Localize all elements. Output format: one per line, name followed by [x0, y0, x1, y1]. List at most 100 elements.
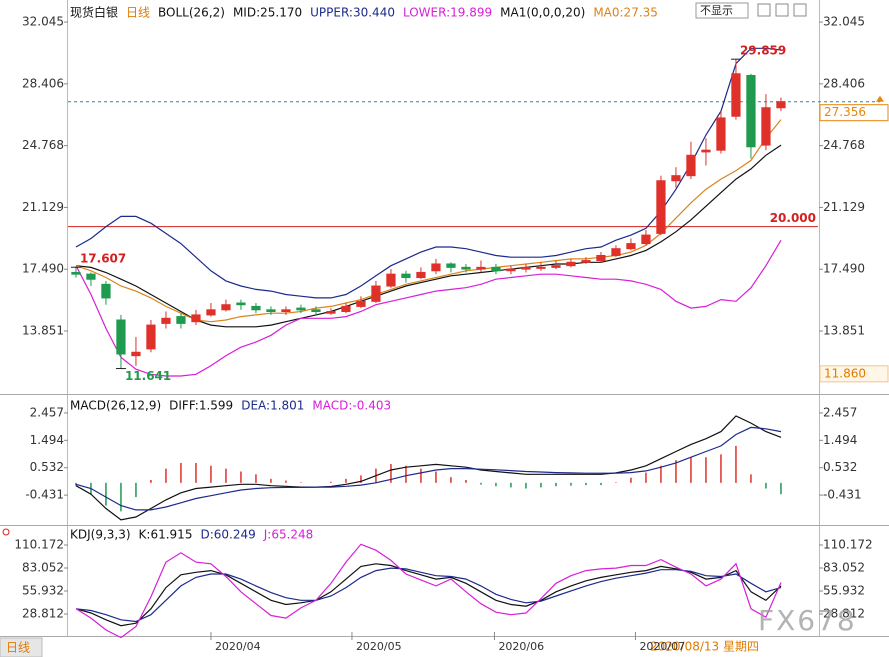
chart-title: 现货白银 — [70, 5, 118, 20]
candle-body — [761, 107, 771, 146]
indicator-label: KDJ(9,3,3) — [70, 528, 131, 542]
candle-body — [386, 273, 396, 287]
legend-entry: UPPER:30.440 — [310, 6, 395, 20]
indicator-label: BOLL(26,2) — [158, 6, 225, 20]
series-line — [75, 563, 782, 627]
candle-body — [101, 283, 111, 299]
legend-entry: DIFF:1.599 — [169, 399, 233, 413]
candle-body — [716, 117, 726, 151]
y-tick-label-right: 0.532 — [823, 460, 857, 474]
y-tick-label-right: 21.129 — [823, 200, 865, 214]
kdj-icon — [2, 528, 10, 536]
candle-body — [416, 271, 426, 279]
y-tick-label: 1.494 — [30, 433, 64, 447]
candle-body — [206, 309, 216, 316]
y-tick-label-right: 32.045 — [823, 15, 865, 29]
display-toggle[interactable] — [695, 2, 749, 19]
series-line — [75, 567, 782, 623]
y-tick-label-right: 110.172 — [823, 538, 873, 552]
toolbar-icon[interactable] — [793, 3, 807, 17]
lower-label-box — [819, 365, 889, 383]
extreme-label: 29.859 — [740, 44, 786, 58]
candle-body — [566, 261, 576, 267]
y-tick-label: 83.052 — [22, 561, 64, 575]
series-line — [75, 426, 782, 511]
display-toggle-label[interactable]: 不显示 — [700, 4, 733, 17]
extreme-label: 17.607 — [80, 252, 126, 266]
y-tick-label-right: 1.494 — [823, 433, 857, 447]
period-button-label[interactable]: 日线 — [6, 641, 30, 655]
x-tick-label: 2020/07 — [639, 640, 685, 653]
y-tick-label: 28.406 — [22, 76, 64, 90]
x-tick-label: 2020/04 — [215, 640, 261, 653]
y-tick-label-right: 13.851 — [823, 324, 865, 338]
candle-body — [131, 351, 141, 357]
candle-body — [356, 300, 366, 307]
candle-body — [341, 305, 351, 313]
legend-entry: MID:25.170 — [233, 6, 302, 20]
candle-body — [671, 175, 681, 182]
legend-entry: MACD:-0.403 — [312, 399, 391, 413]
series-line — [75, 543, 782, 639]
y-tick-label: 21.129 — [22, 200, 64, 214]
candle-body — [311, 309, 321, 313]
y-tick-label: 32.045 — [22, 15, 64, 29]
legend-entry: LOWER:19.899 — [403, 6, 492, 20]
legend-entry: DEA:1.801 — [241, 399, 304, 413]
period-button[interactable] — [0, 637, 43, 657]
candle-body — [431, 263, 441, 272]
candle-body — [176, 316, 186, 324]
candle-body — [686, 154, 696, 177]
y-tick-label-right: 2.457 — [823, 405, 857, 419]
y-tick-label: 24.768 — [22, 138, 64, 152]
candle-body — [371, 285, 381, 302]
candle-body — [536, 266, 546, 269]
legend-entry: J:65.248 — [263, 528, 314, 542]
legend-entry: D:60.249 — [200, 528, 255, 542]
candle-body — [776, 101, 786, 109]
chart-subtitle: 日线 — [126, 6, 150, 20]
series-line — [75, 415, 782, 521]
candle-body — [251, 305, 261, 311]
candle-body — [71, 271, 81, 275]
toolbar-icon[interactable] — [775, 3, 789, 17]
candle-body — [446, 263, 456, 268]
candle-body — [701, 149, 711, 153]
y-tick-label: 2.457 — [30, 405, 64, 419]
candle-body — [461, 266, 471, 270]
series-line — [75, 239, 782, 377]
y-tick-label: 17.490 — [22, 262, 64, 276]
candle-body — [506, 268, 516, 272]
y-tick-label-right: 17.490 — [823, 262, 865, 276]
y-tick-label-right: 83.052 — [823, 561, 865, 575]
candle-body — [161, 317, 171, 324]
candle-body — [146, 324, 156, 350]
candle-body — [581, 260, 591, 263]
candle-body — [521, 266, 531, 270]
price-label: 27.356 — [824, 105, 866, 119]
y-tick-label: 110.172 — [14, 538, 64, 552]
legend-entry: MA0:27.35 — [593, 6, 658, 20]
y-tick-label-right: -0.431 — [823, 488, 862, 502]
extreme-label: 11.641 — [125, 369, 171, 383]
y-tick-label: 0.532 — [30, 460, 64, 474]
x-tick-label: 2020/06 — [498, 640, 544, 653]
y-tick-label: 13.851 — [22, 324, 64, 338]
candle-body — [401, 273, 411, 279]
candle-body — [731, 73, 741, 117]
candle-body — [236, 302, 246, 306]
candle-body — [626, 243, 636, 250]
lower-label: 11.860 — [824, 366, 866, 380]
candle-body — [491, 266, 501, 272]
y-tick-label: 55.932 — [22, 584, 64, 598]
candle-body — [476, 266, 486, 270]
candle-body — [326, 311, 336, 314]
candle-body — [596, 254, 606, 262]
candle-body — [191, 314, 201, 323]
x-tick-label: 2020/05 — [356, 640, 402, 653]
legend-entry: K:61.915 — [139, 528, 193, 542]
toolbar-icon[interactable] — [757, 3, 771, 17]
y-tick-label: -0.431 — [25, 488, 64, 502]
candle-body — [656, 180, 666, 234]
